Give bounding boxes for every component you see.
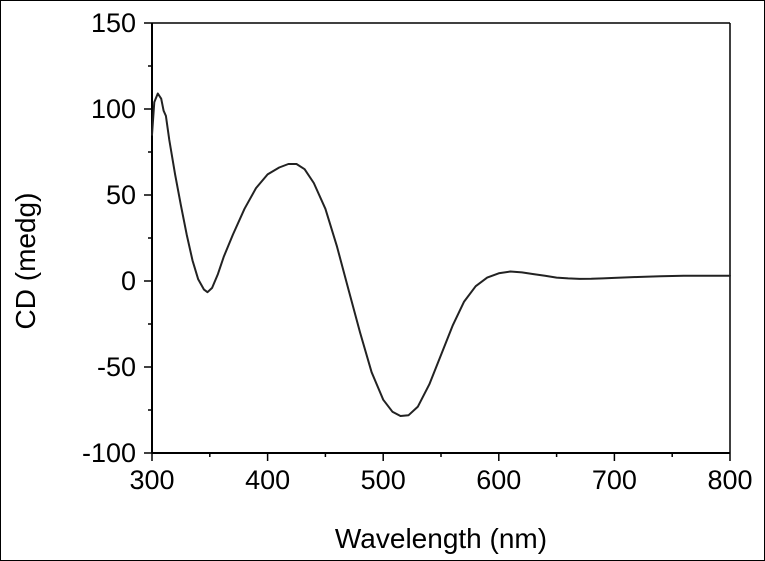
- x-tick-label: 700: [592, 465, 637, 495]
- x-tick-label: 800: [707, 465, 752, 495]
- cd-spectrum-line: [151, 92, 731, 417]
- y-tick-label: 150: [91, 8, 136, 38]
- y-tick-label: 50: [106, 180, 136, 210]
- y-tick-label: 100: [91, 94, 136, 124]
- x-tick-label: 400: [245, 465, 290, 495]
- series-layer: [151, 92, 731, 417]
- y-axis-title: CD (medg): [10, 193, 41, 330]
- ticks-layer: [144, 22, 731, 461]
- y-tick-label: -50: [97, 352, 136, 382]
- y-tick-label: -100: [82, 438, 136, 468]
- axes-layer: [151, 22, 731, 454]
- y-tick-label: 0: [121, 266, 136, 296]
- x-tick-label: 600: [476, 465, 521, 495]
- x-axis-title: Wavelength (nm): [335, 523, 547, 554]
- x-tick-label: 500: [361, 465, 406, 495]
- x-tick-label: 300: [129, 465, 174, 495]
